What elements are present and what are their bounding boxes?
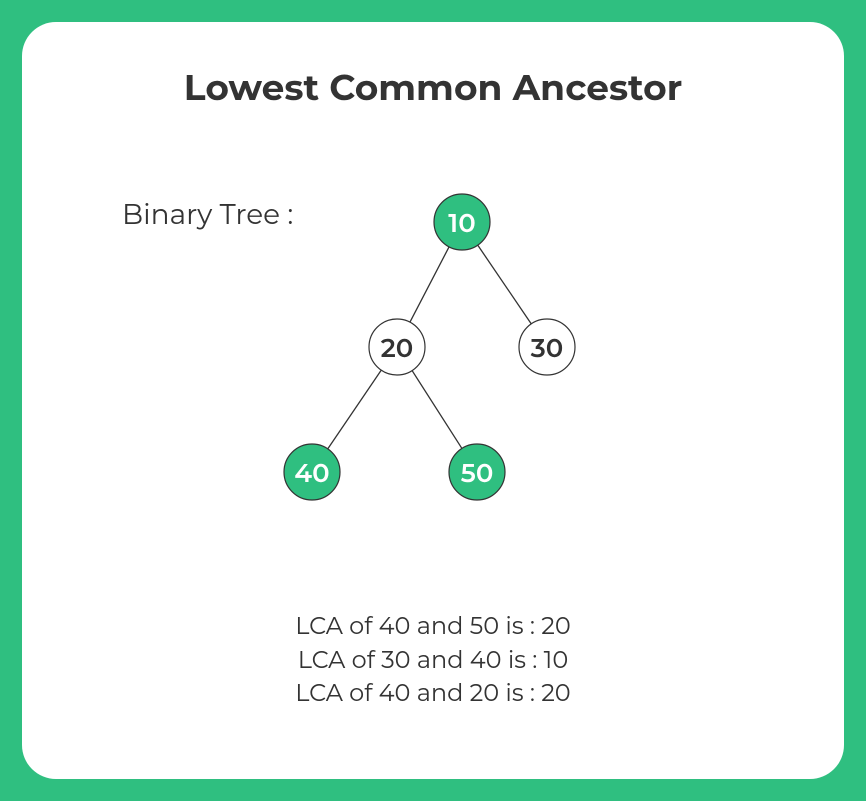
tree-node-label: 20 xyxy=(381,332,414,364)
tree-node: 50 xyxy=(449,444,505,500)
inner-panel: Lowest Common Ancestor Binary Tree : 102… xyxy=(22,22,844,779)
tree-edge xyxy=(410,247,449,322)
tree-edge xyxy=(328,370,382,449)
tree-node: 10 xyxy=(434,194,490,250)
results-block: LCA of 40 and 50 is : 20LCA of 30 and 40… xyxy=(22,610,844,711)
tree-edge xyxy=(412,371,462,449)
page-title: Lowest Common Ancestor xyxy=(22,66,844,110)
result-line: LCA of 40 and 50 is : 20 xyxy=(22,610,844,644)
result-line: LCA of 40 and 20 is : 20 xyxy=(22,677,844,711)
tree-node: 20 xyxy=(369,319,425,375)
tree-node: 30 xyxy=(519,319,575,375)
tree-node-label: 40 xyxy=(294,457,329,489)
binary-tree-diagram: 10 20 30 40 50 xyxy=(252,182,672,512)
tree-edge xyxy=(478,245,532,324)
tree-node: 40 xyxy=(284,444,340,500)
tree-node-label: 30 xyxy=(531,332,564,364)
result-line: LCA of 30 and 40 is : 10 xyxy=(22,644,844,678)
tree-node-label: 50 xyxy=(461,457,494,489)
outer-frame: Lowest Common Ancestor Binary Tree : 102… xyxy=(0,0,866,801)
tree-node-label: 10 xyxy=(448,207,475,239)
